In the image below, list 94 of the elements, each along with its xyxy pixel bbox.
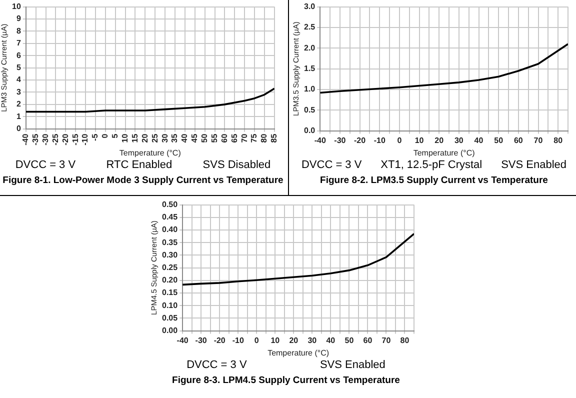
y-tick-label: 1.5 xyxy=(304,64,316,74)
text: DVCC = 3 V xyxy=(301,159,362,171)
y-tick-label: 3.0 xyxy=(304,2,316,12)
x-tick-label: 40 xyxy=(180,133,190,143)
x-tick-label: -40 xyxy=(176,336,189,345)
x-tick-label: -20 xyxy=(60,133,70,146)
x-tick-label: -20 xyxy=(354,136,366,145)
x-tick-label: 20 xyxy=(140,133,150,143)
y-tick-label: 10 xyxy=(12,2,22,12)
text: SVS Disabled xyxy=(202,159,271,171)
x-tick-label: -10 xyxy=(374,136,386,145)
y-tick-label: 0.40 xyxy=(162,225,178,234)
x-tick-label: 15 xyxy=(130,133,140,143)
x-tick-label: 5 xyxy=(110,133,120,138)
x-tick-label: -30 xyxy=(40,133,50,146)
y-tick-label: 1.0 xyxy=(304,84,316,94)
y-tick-label: 1 xyxy=(16,112,22,121)
y-tick-label: 0.5 xyxy=(304,105,316,114)
y-tick-label: 4 xyxy=(16,75,22,84)
y-tick-label: 0.10 xyxy=(162,300,178,310)
x-tick-label: -10 xyxy=(232,336,244,345)
x-tick-label: 50 xyxy=(200,133,210,143)
y-tick-label: 0.25 xyxy=(162,263,178,272)
y-tick-label: 0.35 xyxy=(162,238,178,247)
y-tick-label: 0.20 xyxy=(162,276,178,285)
x-tick-label: 10 xyxy=(414,136,424,145)
x-tick-label: 25 xyxy=(150,133,160,143)
x-tick-label: 0 xyxy=(254,336,260,345)
text: SVS Enabled xyxy=(320,359,386,371)
x-tick-label: 40 xyxy=(326,336,336,345)
x-tick-label: 75 xyxy=(250,133,259,143)
x-tick-label: 60 xyxy=(220,133,229,143)
x-tick-label: 80 xyxy=(260,133,269,143)
x-tick-label: 10 xyxy=(270,336,280,345)
x-tick-label: 50 xyxy=(494,136,504,145)
x-tick-label: 70 xyxy=(534,136,544,145)
x-tick-label: 50 xyxy=(344,336,354,345)
x-tick-label: -5 xyxy=(90,133,100,141)
y-tick-label: 0.15 xyxy=(162,288,178,298)
x-tick-label: 30 xyxy=(454,136,464,145)
x-tick-label: 10 xyxy=(120,133,130,143)
x-tick-label: -25 xyxy=(50,133,60,146)
text: SVS Enabled xyxy=(501,159,567,171)
x-tick-label: -30 xyxy=(195,336,208,345)
x-tick-label: 60 xyxy=(514,136,524,145)
x-tick-label: 85 xyxy=(270,133,279,143)
text: DVCC = 3 V xyxy=(186,359,247,371)
text: RTC Enabled xyxy=(106,159,172,171)
x-tick-label: 35 xyxy=(170,133,180,143)
y-tick-label: 0.30 xyxy=(162,250,178,260)
y-tick-label: 7 xyxy=(16,38,22,48)
x-tick-label: 70 xyxy=(240,133,249,143)
x-tick-label: 30 xyxy=(160,133,170,143)
x-axis-title: Temperature (°C) xyxy=(268,348,330,358)
y-tick-label: 3 xyxy=(16,87,22,96)
x-tick-label: 65 xyxy=(230,133,239,143)
y-tick-label: 2.0 xyxy=(304,43,316,52)
x-tick-label: 0 xyxy=(397,136,402,145)
y-tick-label: 0.45 xyxy=(162,212,178,222)
x-tick-label: -35 xyxy=(31,133,40,146)
x-tick-label: 30 xyxy=(308,336,318,345)
x-tick-label: 20 xyxy=(434,136,444,145)
x-tick-label: -40 xyxy=(21,133,30,146)
text: Figure 8-2. LPM3.5 Supply Current vs Temperature xyxy=(319,175,549,186)
x-tick-label: -10 xyxy=(80,133,90,146)
x-tick-label: 80 xyxy=(554,136,564,145)
x-tick-label: 60 xyxy=(363,336,373,345)
x-axis-title: Temperature (°C) xyxy=(119,148,182,158)
text: DVCC = 3 V xyxy=(15,159,76,171)
y-tick-label: 0.50 xyxy=(162,200,178,210)
text: Figure 8-3. LPM4.5 Supply Current vs Temperature xyxy=(171,375,401,386)
x-tick-label: -15 xyxy=(70,133,80,146)
y-tick-label: 0.05 xyxy=(162,313,178,322)
text: XT1, 12.5-pF Crystal xyxy=(380,159,482,171)
x-tick-label: -20 xyxy=(214,336,226,345)
x-tick-label: 20 xyxy=(289,336,299,345)
x-tick-label: 0 xyxy=(100,133,110,138)
y-tick-label: 2 xyxy=(16,100,22,109)
text: Figure 8-1. Low-Power Mode 3 Supply Current vs Temperature xyxy=(2,175,284,186)
x-tick-label: 40 xyxy=(474,136,484,145)
x-tick-label: -30 xyxy=(334,136,346,145)
y-tick-label: 0.0 xyxy=(304,126,316,136)
y-tick-label: 0.00 xyxy=(162,326,178,336)
y-tick-label: 9 xyxy=(16,14,22,24)
y-tick-label: 2.5 xyxy=(304,22,316,32)
y-tick-label: 8 xyxy=(16,26,22,36)
x-tick-label: 45 xyxy=(190,133,200,143)
x-tick-label: 55 xyxy=(210,133,219,143)
x-axis-title: Temperature (°C) xyxy=(413,148,476,158)
y-tick-label: 5 xyxy=(16,63,22,72)
x-tick-label: 80 xyxy=(400,336,410,345)
x-tick-label: -40 xyxy=(314,136,326,145)
x-tick-label: 70 xyxy=(382,336,392,345)
y-tick-label: 6 xyxy=(16,50,22,60)
